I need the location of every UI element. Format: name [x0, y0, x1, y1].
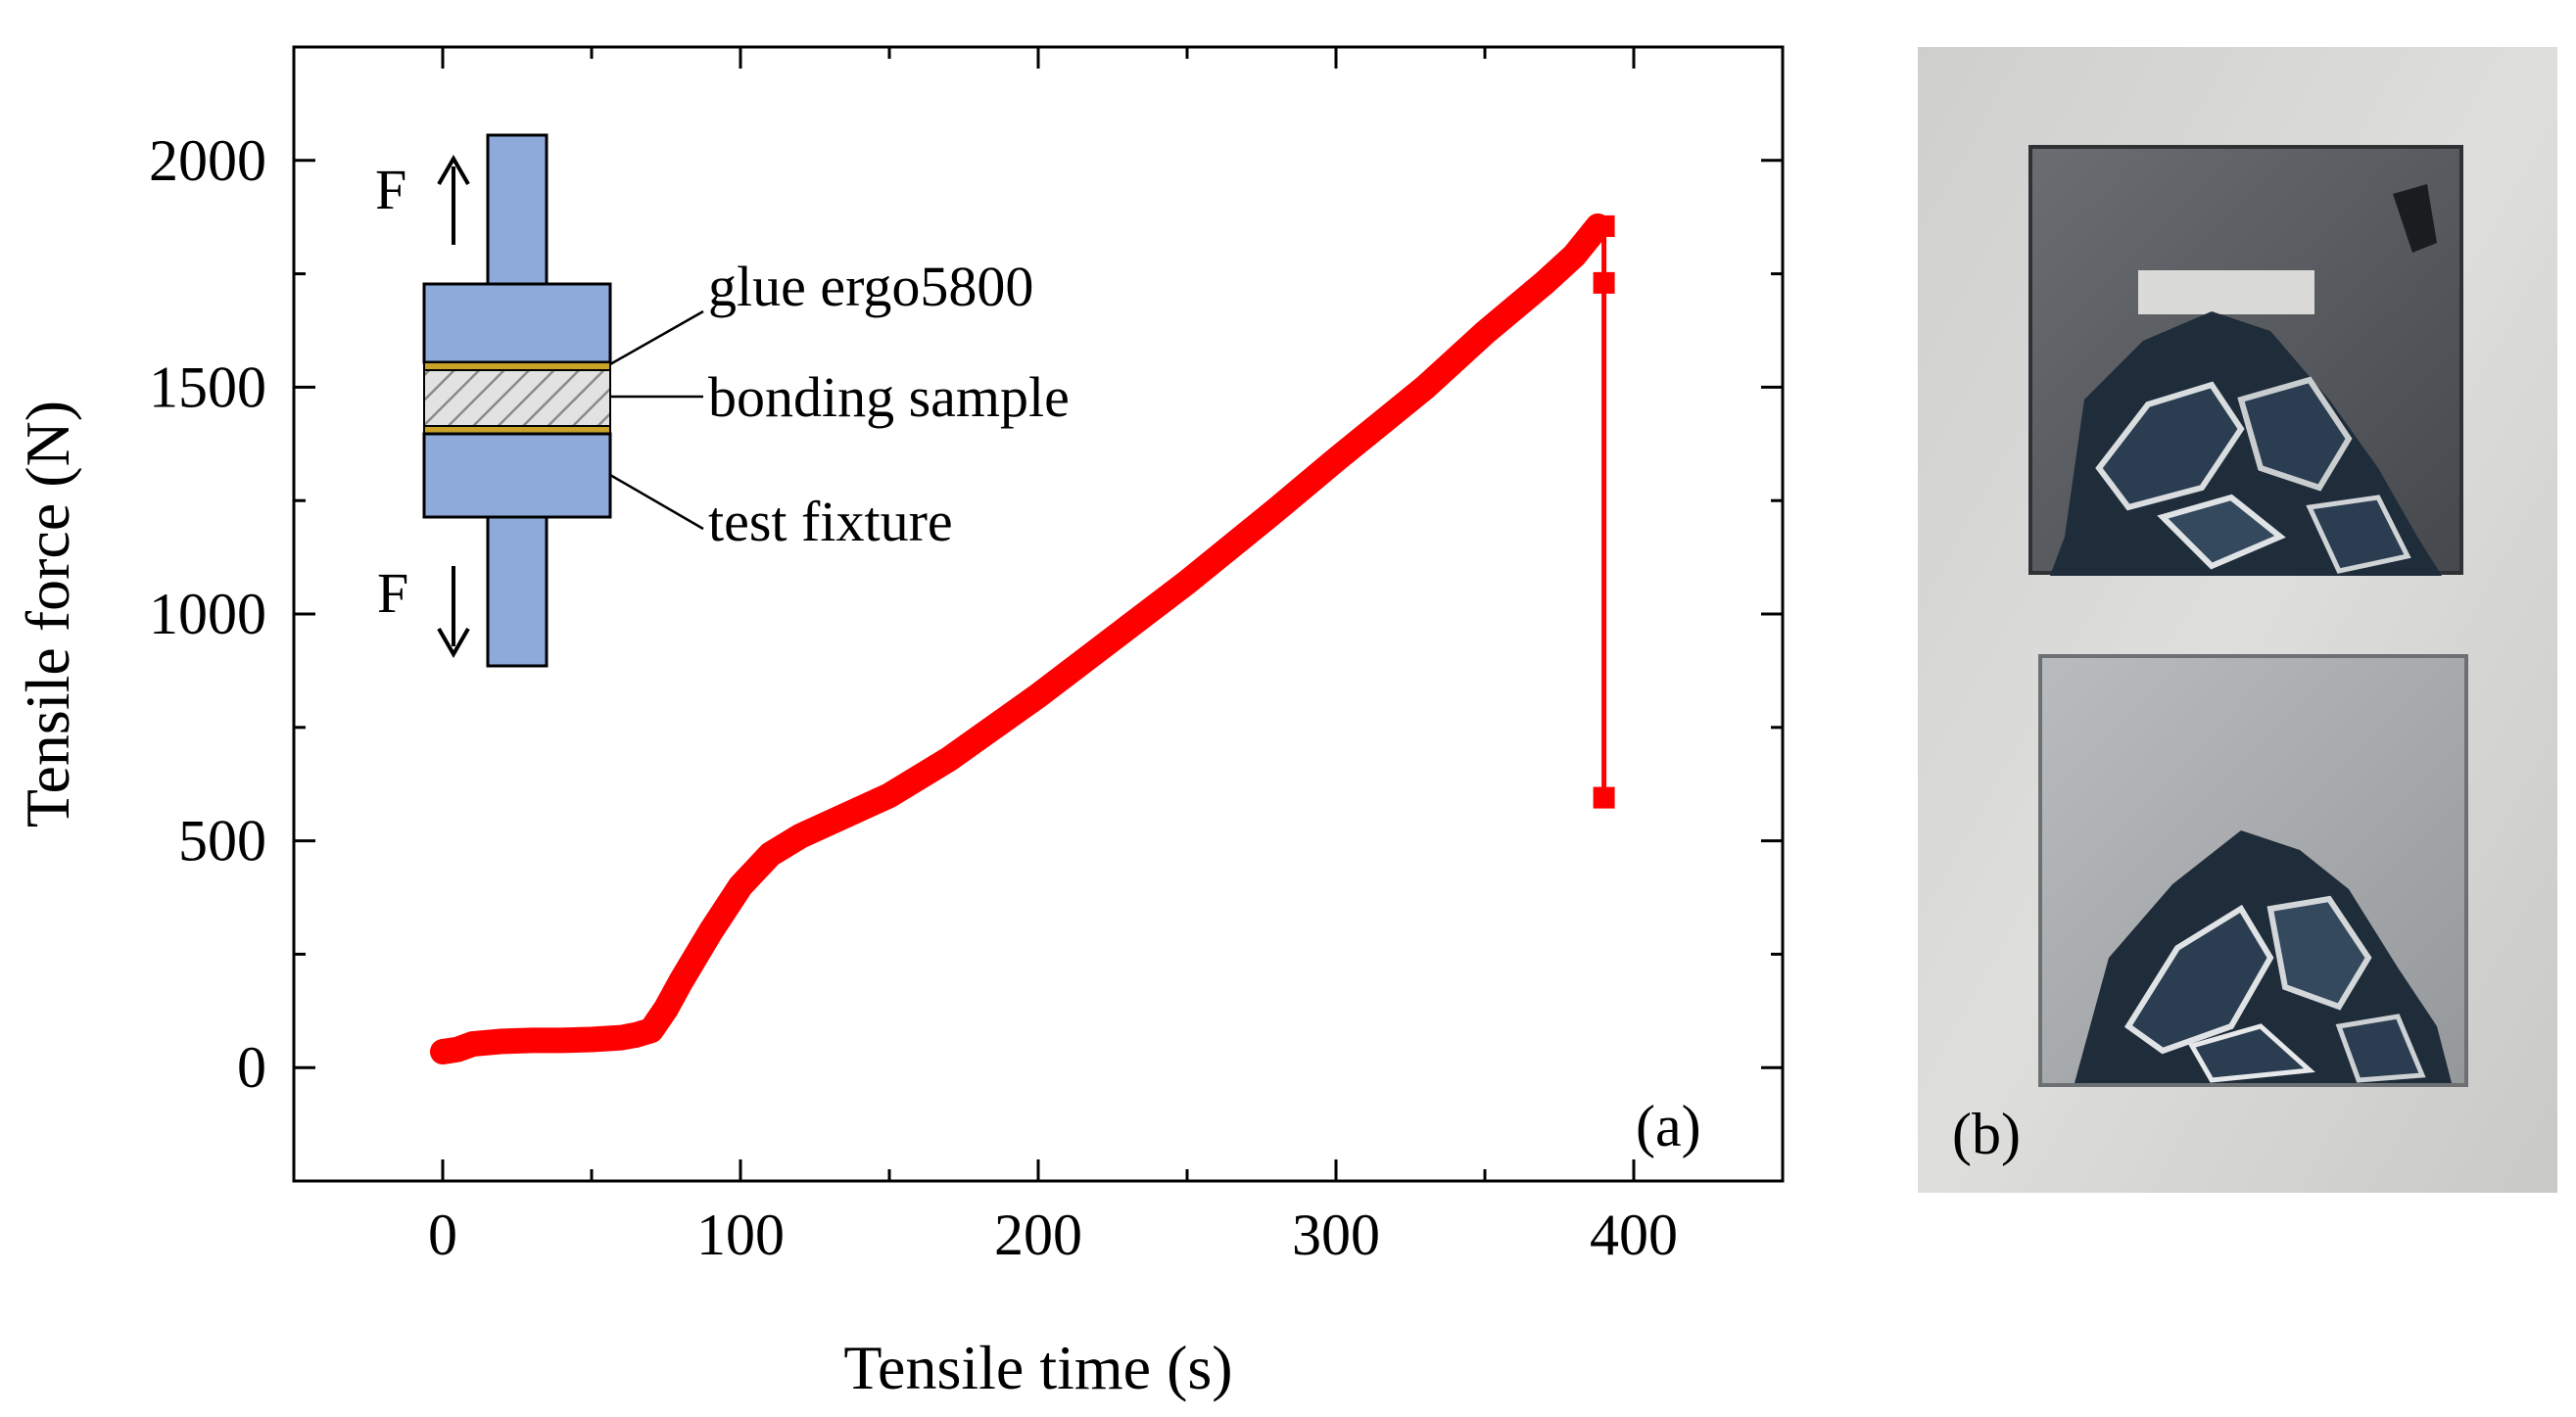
x-tick-label: 200 — [994, 1203, 1082, 1267]
x-axis-title: Tensile time (s) — [843, 1333, 1232, 1402]
inset-schematic: F F glue ergo5800 bonding sample test fi… — [375, 133, 1070, 668]
data-point — [1593, 214, 1615, 237]
bonding-sample-layer — [423, 369, 611, 427]
top-block-fractured — [2028, 145, 2463, 576]
force-label-top: F — [375, 158, 406, 221]
y-tick-label: 0 — [237, 1035, 266, 1100]
fixture-rod-bottom — [486, 515, 549, 668]
y-axis-title: Tensile force (N) — [13, 401, 82, 827]
x-tick-label: 300 — [1292, 1203, 1380, 1267]
arrow-up-icon — [437, 154, 470, 245]
series-layer — [430, 213, 1615, 1064]
panel-label-b: (b) — [1952, 1102, 2021, 1166]
data-point — [1593, 786, 1615, 809]
panel-label-a: (a) — [1636, 1094, 1701, 1158]
y-tick-label: 2000 — [149, 128, 266, 193]
inset-label-glue: glue ergo5800 — [708, 255, 1033, 318]
glue-layer-top — [423, 361, 611, 371]
fixture-block-bottom — [422, 432, 612, 519]
fixture-block-top — [422, 282, 612, 364]
arrow-down-icon — [437, 566, 470, 659]
leader-line-fixture — [609, 473, 704, 531]
axis-tick-labels: 0 100 200 300 400 0 500 1000 1500 2000 — [149, 128, 1678, 1267]
x-tick-label: 400 — [1590, 1203, 1678, 1267]
axis-ticks — [292, 45, 1785, 1183]
tensile-force-chart: 0 100 200 300 400 0 500 1000 1500 2000 Tensile ti… — [13, 45, 1785, 1402]
series-line-main — [430, 213, 1611, 1064]
y-tick-label: 1000 — [149, 582, 266, 646]
force-label-bottom: F — [377, 561, 408, 625]
inset-label-fixture: test fixture — [708, 490, 953, 553]
fixture-rod-top — [486, 133, 549, 286]
leader-line-glue — [609, 309, 704, 366]
x-tick-label: 100 — [696, 1203, 785, 1267]
y-tick-label: 500 — [178, 809, 266, 874]
bottom-block-fractured — [2038, 654, 2468, 1087]
data-point — [1593, 271, 1615, 294]
inset-label-sample: bonding sample — [708, 365, 1070, 429]
fracture-photo: (b) — [1918, 47, 2557, 1193]
y-tick-label: 1500 — [149, 354, 266, 419]
series-line-drop — [1596, 223, 1607, 801]
x-tick-label: 0 — [428, 1203, 457, 1267]
